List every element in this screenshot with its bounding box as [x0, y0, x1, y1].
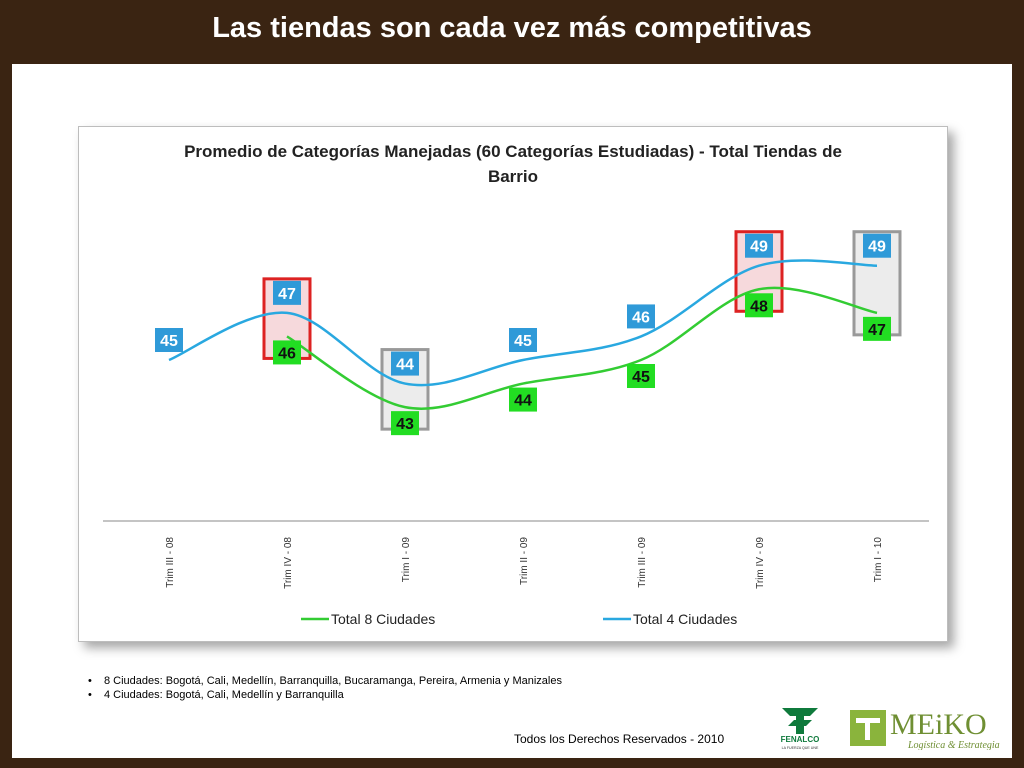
- data-label: 48: [745, 293, 773, 318]
- x-tick-label: Trim III - 09: [637, 537, 648, 588]
- data-label: 43: [391, 411, 419, 436]
- fenalco-logo: FENALCO LA FUERZA QUE UNE: [781, 708, 820, 750]
- data-label-text: 49: [868, 239, 886, 256]
- data-label-box: [155, 328, 183, 352]
- x-tick-label: Trim IV - 08: [283, 537, 294, 589]
- data-label: 47: [863, 316, 891, 341]
- fenalco-logo-tagline: LA FUERZA QUE UNE: [782, 746, 819, 750]
- data-label: 44: [391, 351, 419, 376]
- data-label-box: [391, 351, 419, 376]
- data-label-text: 49: [750, 239, 768, 256]
- data-label-text: 44: [514, 393, 532, 410]
- series-line-total-4-ciudades: [168, 259, 878, 387]
- data-label-box: [509, 387, 537, 412]
- series-line-total-8-ciudades: [286, 286, 878, 410]
- data-label: 46: [627, 304, 655, 329]
- data-label-box: [273, 340, 301, 365]
- data-label-box: [273, 280, 301, 305]
- meiko-logo-name: MEiKO: [890, 708, 987, 741]
- data-label: 46: [273, 340, 301, 365]
- data-label-text: 45: [514, 333, 532, 350]
- chart-title-line: Promedio de Categorías Manejadas (60 Cat…: [184, 142, 842, 161]
- data-label-box: [627, 304, 655, 329]
- data-label-text: 46: [632, 309, 650, 326]
- slide-title: Las tiendas son cada vez más competitiva…: [212, 12, 812, 44]
- data-label-text: 45: [632, 369, 650, 386]
- data-label-box: [745, 233, 773, 258]
- data-label-text: 43: [396, 416, 414, 433]
- data-label-box: [745, 293, 773, 318]
- x-tick-label: Trim IV - 09: [755, 537, 766, 589]
- chart-card: Promedio de Categorías Manejadas (60 Cat…: [78, 126, 948, 642]
- data-label: 45: [155, 328, 183, 352]
- data-label-box: [627, 364, 655, 388]
- data-label-box: [863, 233, 891, 258]
- data-label: 47: [273, 280, 301, 305]
- legend-label: Total 4 Ciudades: [633, 611, 737, 627]
- x-tick-label: Trim III - 08: [165, 537, 176, 588]
- x-tick-label: Trim I - 10: [873, 537, 884, 583]
- meiko-logo-tagline: Logística & Estrategia: [907, 740, 1000, 750]
- data-label-text: 47: [278, 286, 296, 303]
- legend-label: Total 8 Ciudades: [331, 611, 435, 627]
- copyright-footer: Todos los Derechos Reservados - 2010: [514, 732, 725, 746]
- x-tick-label: Trim II - 09: [519, 537, 530, 585]
- data-label: 49: [863, 233, 891, 258]
- data-label: 49: [745, 233, 773, 258]
- meiko-logo: MEiKO Logística & Estrategia: [850, 708, 1000, 750]
- data-label: 45: [509, 328, 537, 352]
- data-label-box: [509, 328, 537, 352]
- footnote-8-ciudades: 8 Ciudades: Bogotá, Cali, Medellín, Barr…: [88, 674, 562, 688]
- data-label: 45: [627, 364, 655, 388]
- data-label-text: 48: [750, 298, 768, 315]
- line-chart: Promedio de Categorías Manejadas (60 Cat…: [103, 142, 929, 627]
- footnotes: 8 Ciudades: Bogotá, Cali, Medellín, Barr…: [88, 674, 562, 702]
- data-label-box: [391, 411, 419, 436]
- data-label: 44: [509, 387, 537, 412]
- chart-title-line: Barrio: [488, 167, 538, 186]
- x-tick-label: Trim I - 09: [401, 537, 412, 583]
- data-label-text: 47: [868, 322, 886, 339]
- data-label-text: 44: [396, 357, 414, 374]
- data-label-text: 45: [160, 333, 178, 350]
- slide-content: Promedio de Categorías Manejadas (60 Cat…: [12, 64, 1012, 758]
- data-label-text: 46: [278, 345, 296, 362]
- fenalco-logo-name: FENALCO: [781, 735, 820, 744]
- data-label-box: [863, 316, 891, 341]
- footnote-4-ciudades: 4 Ciudades: Bogotá, Cali, Medellín y Bar…: [88, 688, 562, 702]
